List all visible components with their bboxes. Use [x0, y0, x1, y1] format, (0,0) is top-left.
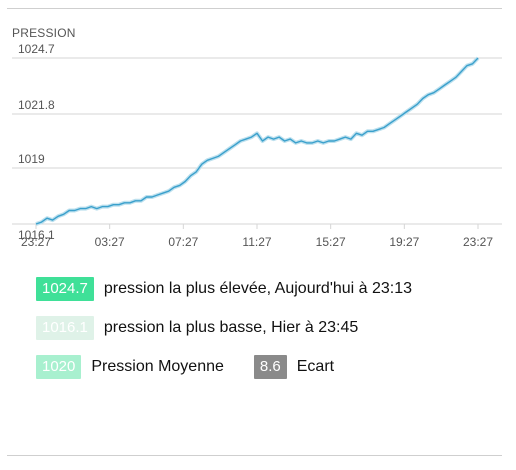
max-pressure-badge: 1024.7: [36, 277, 94, 301]
avg-pressure-badge: 1020: [36, 355, 82, 379]
x-axis: 23:27 03:27 07:27 11:27 15:27 19:27 23:27: [21, 224, 493, 249]
x-tick-label: 07:27: [168, 235, 198, 249]
x-tick-label: 03:27: [95, 235, 125, 249]
y-tick-label: 1024.7: [18, 42, 55, 56]
y-tick-label: 1021.8: [18, 98, 55, 112]
x-tick-label: 23:27: [463, 235, 493, 249]
max-pressure-label: pression la plus élevée, Aujourd'hui à 2…: [103, 280, 413, 297]
pressure-series-line: [35, 57, 479, 225]
x-tick-label: 15:27: [316, 235, 346, 249]
series: [35, 56, 480, 226]
avg-pressure-row: 1020 Pression Moyenne 8.6 Ecart: [36, 355, 334, 379]
x-tick-label: 11:27: [242, 235, 271, 249]
y-tick-label: 1019: [18, 152, 45, 166]
min-pressure-label: pression la plus basse, Hier à 23:45: [103, 319, 359, 336]
series-line-glow: [35, 56, 480, 226]
top-divider: [7, 8, 502, 9]
pressure-range-label: Ecart: [296, 358, 335, 375]
avg-pressure-label: Pression Moyenne: [91, 358, 224, 375]
grid: [12, 57, 502, 225]
min-pressure-row: 1016.1 pression la plus basse, Hier à 23…: [36, 316, 358, 340]
y-tick-label: 1016.1: [18, 228, 55, 242]
min-pressure-badge: 1016.1: [36, 316, 94, 340]
x-tick-label: 19:27: [389, 235, 419, 249]
x-tick-label: 23:27: [21, 235, 51, 249]
max-pressure-row: 1024.7 pression la plus élevée, Aujourd'…: [36, 277, 412, 301]
pressure-range-badge: 8.6: [253, 355, 287, 379]
pressure-chart: 1016.1 1019 1021.8 1024.7 23:27 03:27 07:27 11…: [12, 42, 502, 249]
chart-title: PRESSION: [12, 26, 76, 40]
bottom-divider: [7, 455, 502, 456]
y-axis: 1016.1 1019 1021.8 1024.7: [18, 42, 55, 242]
